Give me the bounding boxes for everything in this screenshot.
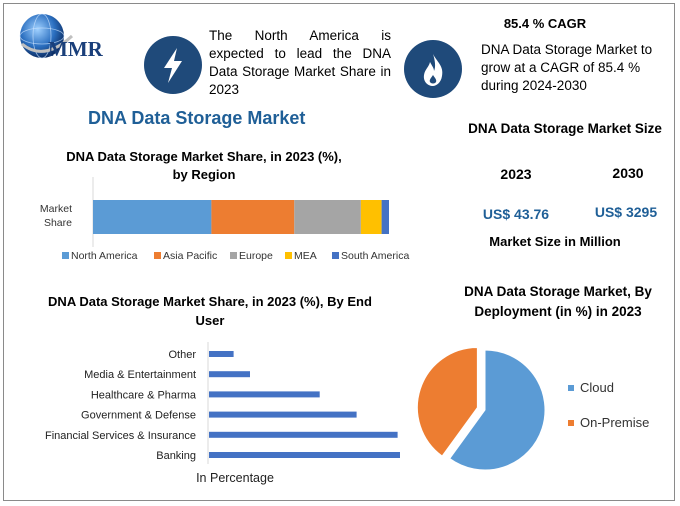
value-2023: US$ 43.76	[482, 206, 550, 222]
flame-icon	[423, 54, 443, 86]
pie-legend-swatch-on-premise	[568, 420, 574, 426]
deployment-chart: Cloud On-Premise	[416, 347, 649, 471]
region-chart: Market Share North America Asia Pacific Euro…	[40, 177, 409, 262]
legend-label-mea: MEA	[294, 250, 317, 262]
legend-item-mea: MEA	[285, 250, 317, 262]
value-2030: US$ 3295	[594, 204, 658, 220]
enduser-bar-banking	[209, 452, 400, 458]
region-category-label-1: Share	[44, 217, 72, 229]
legend-label-asia-pacific: Asia Pacific	[163, 250, 217, 262]
enduser-label-government-and-defense: Government & Defense	[81, 410, 196, 422]
enduser-bar-media-and-entertainment	[209, 371, 250, 378]
cagr-title: 85.4 % CAGR	[503, 16, 587, 31]
legend-item-asia-pacific: Asia Pacific	[154, 250, 217, 262]
enduser-bar-financial-services-and-insurance	[209, 431, 398, 438]
enduser-label-healthcare-and-pharma: Healthcare & Pharma	[91, 389, 197, 401]
region-bar-asia-pacific	[211, 200, 295, 234]
enduser-chart: Other Media & Entertainment Healthcare & P…	[45, 342, 400, 485]
legend-swatch-north-america	[62, 252, 69, 259]
region-category-label-0: Market	[40, 203, 72, 215]
deployment-chart-title: DNA Data Storage Market, By Deployment (…	[464, 284, 652, 319]
enduser-chart-title: DNA Data Storage Market Share, in 2023 (…	[48, 294, 372, 328]
legend-label-north-america: North America	[71, 250, 138, 262]
legend-item-europe: Europe	[230, 250, 273, 262]
logo: MMR	[14, 10, 132, 66]
pie-legend-label-on-premise: On-Premise	[580, 415, 649, 430]
region-bar-mea	[360, 200, 382, 234]
globe-icon	[19, 13, 74, 59]
lightning-icon	[164, 48, 182, 83]
region-bar-south-america	[381, 200, 389, 234]
legend-item-north-america: North America	[62, 250, 138, 262]
infographic-frame	[3, 3, 675, 501]
enduser-label-media-and-entertainment: Media & Entertainment	[84, 369, 196, 381]
market-size-title: DNA Data Storage Market Size	[468, 121, 662, 136]
legend-item-south-america: South America	[332, 250, 409, 262]
pie-slice-cloud	[449, 349, 546, 471]
north-america-statement: The North America is expected to lead th…	[209, 28, 391, 97]
year-2030: 2030	[612, 165, 644, 181]
page-title: DNA Data Storage Market	[88, 108, 306, 128]
enduser-label-banking: Banking	[156, 450, 196, 462]
cagr-statement: DNA Data Storage Market to grow at a CAG…	[481, 42, 653, 93]
region-chart-title: DNA Data Storage Market Share, in 2023 (…	[66, 149, 342, 182]
logo-text: MMR	[48, 37, 103, 61]
legend-swatch-south-america	[332, 252, 339, 259]
enduser-xaxis-label: In Percentage	[196, 471, 274, 485]
lightning-icon-circle	[144, 36, 202, 94]
region-bar-north-america	[93, 200, 212, 234]
legend-label-south-america: South America	[341, 250, 409, 262]
legend-swatch-asia-pacific	[154, 252, 161, 259]
legend-label-europe: Europe	[239, 250, 273, 262]
enduser-bar-government-and-defense	[209, 411, 357, 418]
enduser-bar-healthcare-and-pharma	[209, 391, 320, 398]
enduser-bar-other	[209, 351, 234, 357]
legend-swatch-europe	[230, 252, 237, 259]
legend-swatch-mea	[285, 252, 292, 259]
enduser-label-other: Other	[168, 349, 196, 361]
enduser-label-financial-services-and-insurance: Financial Services & Insurance	[45, 430, 196, 442]
pie-slice-on-premise	[416, 347, 478, 457]
pie-legend-swatch-cloud	[568, 385, 574, 391]
market-size-caption: Market Size in Million	[489, 234, 621, 249]
pie-legend-label-cloud: Cloud	[580, 380, 614, 395]
year-2023: 2023	[500, 166, 532, 182]
flame-icon-circle	[404, 40, 462, 98]
region-bar-europe	[294, 200, 361, 234]
